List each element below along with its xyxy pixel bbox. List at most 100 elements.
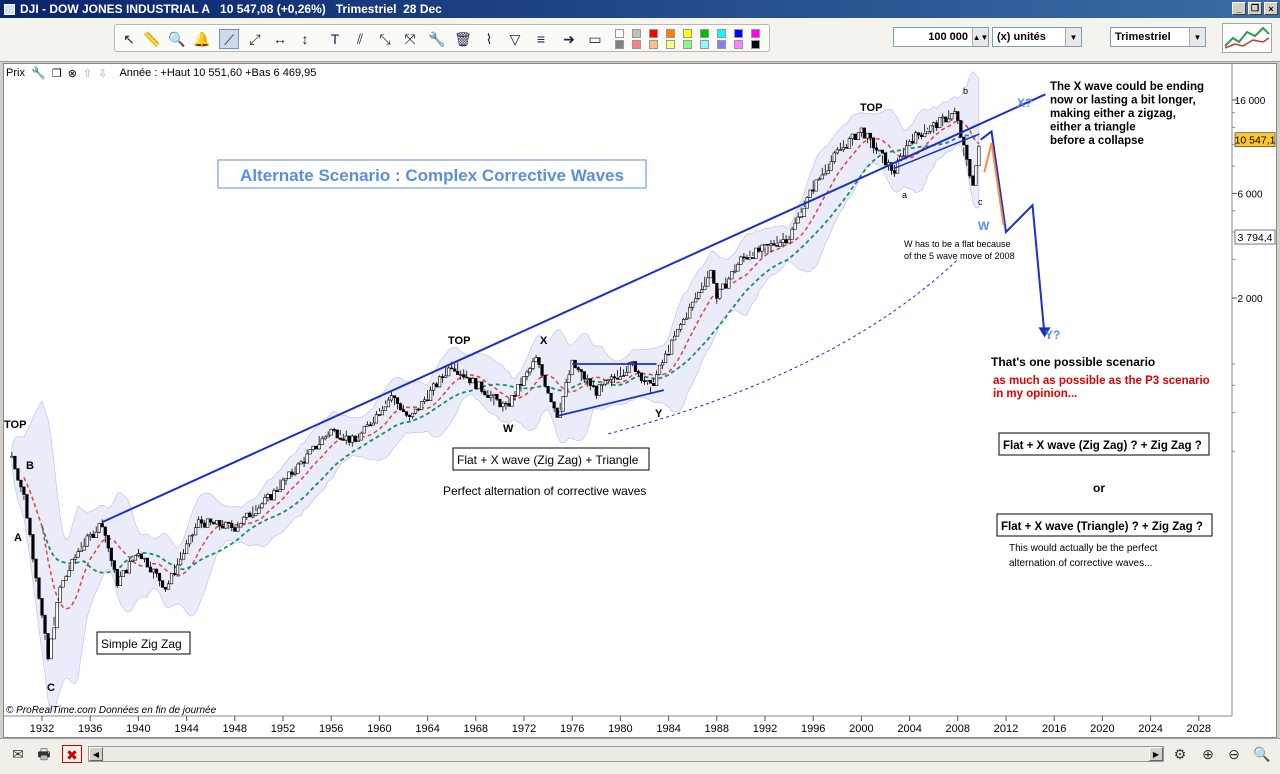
- close-icon[interactable]: ⊗: [67, 67, 77, 80]
- x-tick-label: 1992: [753, 723, 777, 735]
- candle-body: [25, 494, 29, 519]
- candle-body: [429, 389, 433, 401]
- candle-body: [784, 239, 788, 244]
- close-button[interactable]: ×: [1264, 2, 1278, 15]
- magnify-icon[interactable]: 🔍: [1253, 746, 1271, 762]
- quantity-input[interactable]: 100 000 ▲▼: [893, 27, 989, 47]
- ray-icon[interactable]: ⤢: [249, 31, 261, 47]
- title-bar: DJI - DOW JONES INDUSTRIAL A 10 547,08 (…: [0, 0, 1280, 18]
- wrench-icon[interactable]: 🔧: [30, 66, 46, 80]
- color-swatch[interactable]: [666, 40, 675, 49]
- no-sync-icon[interactable]: ✖: [62, 745, 82, 763]
- candle-body: [832, 152, 836, 162]
- color-swatch[interactable]: [734, 29, 743, 38]
- arrow-icon[interactable]: ➜: [563, 31, 575, 47]
- window-icon[interactable]: ❐: [51, 67, 62, 80]
- candle-body: [679, 324, 683, 330]
- candle-body: [917, 132, 921, 136]
- color-swatch[interactable]: [649, 40, 658, 49]
- cursor-icon[interactable]: ↖: [123, 31, 135, 47]
- stepper-icon[interactable]: ▲▼: [972, 28, 988, 46]
- candle-body: [911, 141, 915, 144]
- trash-icon[interactable]: 🗑: [454, 31, 472, 47]
- units-select[interactable]: (x) unités ▼: [992, 27, 1082, 47]
- candle-body: [721, 283, 725, 290]
- color-swatch[interactable]: [734, 40, 743, 49]
- color-swatch[interactable]: [615, 29, 624, 38]
- color-swatch[interactable]: [751, 29, 760, 38]
- color-swatch[interactable]: [683, 40, 692, 49]
- last-price-tag: 10 547,1: [1235, 135, 1276, 147]
- candle-body: [621, 375, 626, 378]
- chart-area[interactable]: 1932 1936 1940 1944 1948 1952 1956 1960 1964 1968…: [3, 63, 1277, 738]
- minimize-button[interactable]: _: [1232, 2, 1246, 15]
- period-select[interactable]: Trimestriel ▼: [1110, 27, 1206, 47]
- ruler-icon[interactable]: 📏: [143, 31, 161, 47]
- text-tool-icon[interactable]: T: [330, 31, 340, 47]
- last-price-tag-box: [1234, 132, 1276, 148]
- zoom-in-icon[interactable]: ⊕: [1202, 746, 1214, 762]
- candle-body: [392, 395, 397, 398]
- color-swatch[interactable]: [632, 40, 641, 49]
- price-chart[interactable]: 1932 1936 1940 1944 1948 1952 1956 1960 1964 1968…: [4, 64, 1276, 737]
- color-swatch[interactable]: [649, 29, 658, 38]
- scroll-left-icon[interactable]: ◀: [89, 747, 103, 761]
- x-tick-label: 2000: [849, 723, 873, 735]
- color-swatch[interactable]: [683, 29, 692, 38]
- candle-body: [425, 399, 430, 402]
- down-icon[interactable]: ⇩: [98, 67, 108, 80]
- channel-icon[interactable]: ⫽: [356, 31, 364, 47]
- triangle-icon[interactable]: ▽: [509, 31, 521, 47]
- xwave-note-4: either a triangle: [1050, 122, 1136, 134]
- prix-label: Prix: [6, 67, 25, 79]
- chevron-down-icon[interactable]: ▼: [1189, 28, 1205, 46]
- x-tick-label: 1936: [78, 723, 102, 735]
- print-icon[interactable]: 🖶: [37, 746, 51, 762]
- fibonacci-icon[interactable]: ≡: [536, 31, 546, 47]
- chart-preview-icon[interactable]: [1222, 23, 1272, 53]
- alert-bell-icon[interactable]: 🔔: [193, 31, 211, 47]
- chart-settings-icon[interactable]: ⚙: [1173, 746, 1187, 762]
- x-tick-label: 2028: [1187, 723, 1211, 735]
- mail-icon[interactable]: ✉: [12, 746, 24, 762]
- candle-body: [892, 170, 897, 174]
- color-swatch[interactable]: [666, 29, 675, 38]
- level-price-tag-box: [1234, 229, 1276, 245]
- color-swatch[interactable]: [615, 40, 624, 49]
- candle-body: [203, 522, 207, 528]
- horizontal-scrollbar[interactable]: ◀ ▶: [88, 746, 1164, 762]
- candle-body: [727, 278, 731, 289]
- candle-body: [742, 256, 746, 259]
- shape-icon[interactable]: ▭: [588, 31, 602, 47]
- restore-button[interactable]: ❐: [1248, 2, 1262, 15]
- scroll-right-icon[interactable]: ▶: [1149, 747, 1163, 761]
- color-swatch[interactable]: [700, 40, 709, 49]
- zoom-icon[interactable]: 🔍: [168, 31, 186, 47]
- color-swatch[interactable]: [717, 29, 726, 38]
- candle-body: [829, 161, 833, 171]
- pattern-icon[interactable]: ⌇: [485, 31, 493, 47]
- candle-body: [651, 382, 656, 386]
- candle-body: [600, 383, 604, 386]
- x-tick-label: 1948: [223, 723, 247, 735]
- fan-icon[interactable]: ⤧: [404, 31, 416, 47]
- color-swatch[interactable]: [751, 40, 760, 49]
- x-tick-label: 1988: [705, 723, 729, 735]
- color-swatch[interactable]: [717, 40, 726, 49]
- up-icon[interactable]: ⇧: [83, 67, 93, 80]
- chevron-down-icon[interactable]: ▼: [1065, 28, 1081, 46]
- candle-body: [97, 523, 101, 533]
- horizontal-line-icon[interactable]: ↔: [273, 31, 287, 47]
- color-swatch[interactable]: [632, 29, 641, 38]
- zoom-out-icon[interactable]: ⊖: [1228, 746, 1240, 762]
- candle-body: [43, 614, 47, 634]
- candle-body: [844, 147, 848, 149]
- parallel-lines-icon[interactable]: ⤡: [379, 31, 391, 47]
- candle-body: [579, 369, 583, 372]
- candle-body: [447, 367, 451, 377]
- vertical-line-icon[interactable]: ↕: [301, 31, 309, 47]
- color-swatch[interactable]: [700, 29, 709, 38]
- tools-icon[interactable]: 🔧: [428, 31, 446, 47]
- candle-body: [823, 173, 827, 176]
- trendline-icon[interactable]: ⟋: [219, 29, 239, 49]
